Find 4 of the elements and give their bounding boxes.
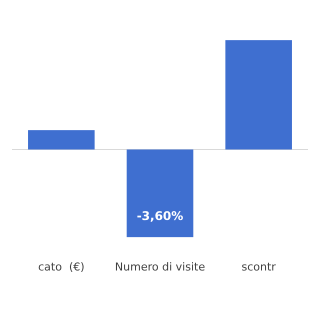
data-label: -3,60% [136, 209, 184, 224]
x-tick-label: Numero di visite [114, 260, 206, 274]
x-tick-label: scontr [242, 260, 276, 274]
x-tick-label: cato (€) [38, 260, 85, 274]
